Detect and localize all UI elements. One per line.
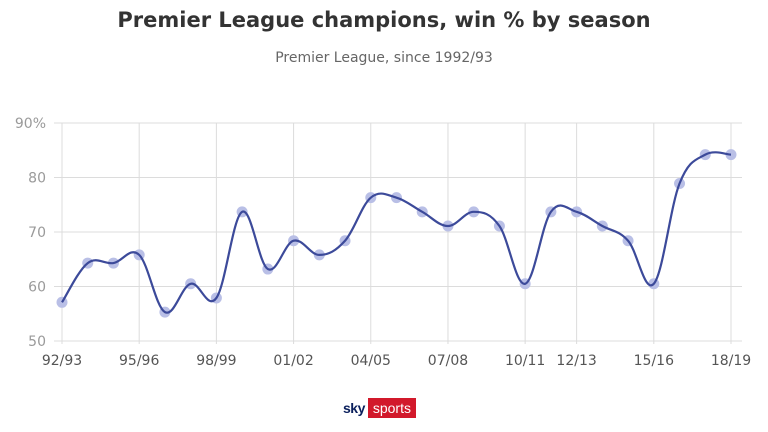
chart-subtitle: Premier League, since 1992/93 — [275, 50, 493, 66]
x-tick-label: 92/93 — [42, 353, 82, 369]
y-tick-label: 60 — [28, 280, 46, 296]
y-axis-ticks: 50 60 70 80 90% — [15, 116, 46, 350]
data-markers — [56, 149, 737, 318]
chart-title: Premier League champions, win % by seaso… — [117, 8, 651, 32]
y-tick-label: 50 — [28, 334, 46, 350]
x-axis-ticks: 92/93 95/96 98/99 01/02 04/05 07/08 10/11 12/13… — [42, 353, 751, 369]
x-tick-label: 12/13 — [556, 353, 596, 369]
sky-sports-logo: sky sports — [340, 398, 416, 418]
x-tick-label: 15/16 — [634, 353, 674, 369]
y-tick-label: 90% — [15, 116, 46, 132]
x-tick-label: 10/11 — [505, 353, 545, 369]
x-tick-label: 07/08 — [428, 353, 468, 369]
x-tick-label: 98/99 — [196, 353, 236, 369]
x-tick-label: 95/96 — [119, 353, 159, 369]
y-tick-label: 80 — [28, 171, 46, 187]
grid-lines — [54, 122, 742, 344]
logo-sports-text: sports — [367, 398, 416, 418]
x-tick-label: 04/05 — [351, 353, 391, 369]
logo-sky-text: sky — [340, 398, 368, 418]
x-tick-label: 18/19 — [711, 353, 751, 369]
y-tick-label: 70 — [28, 225, 46, 241]
x-tick-label: 01/02 — [273, 353, 313, 369]
series-line — [61, 151, 732, 314]
